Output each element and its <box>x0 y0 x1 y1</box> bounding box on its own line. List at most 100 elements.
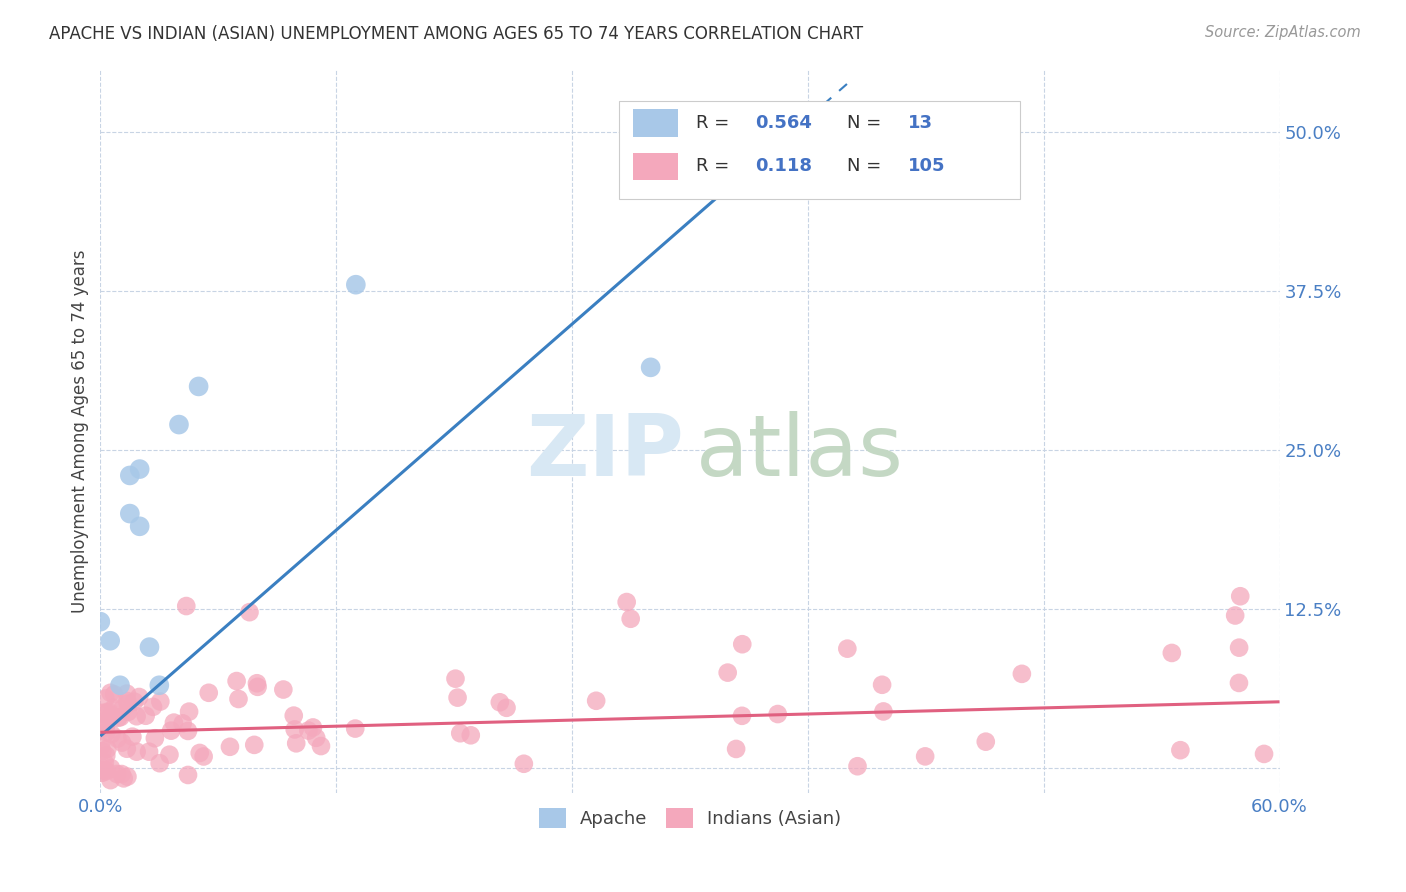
Point <box>620 612 643 626</box>
Point <box>89 615 111 629</box>
Point <box>124 695 146 709</box>
Point <box>128 690 150 704</box>
Point <box>1227 676 1250 690</box>
Point <box>1170 743 1192 757</box>
Text: Source: ZipAtlas.com: Source: ZipAtlas.com <box>1205 25 1361 40</box>
Point <box>149 695 172 709</box>
Point <box>246 676 269 690</box>
Point <box>93 763 115 777</box>
Point <box>273 682 295 697</box>
Point <box>344 722 367 736</box>
Point <box>110 710 132 724</box>
Point <box>107 711 129 725</box>
Point <box>128 462 150 476</box>
Point <box>160 723 183 738</box>
Point <box>128 519 150 533</box>
Point <box>112 772 135 786</box>
Point <box>100 761 122 775</box>
Point <box>1229 589 1251 603</box>
Point <box>193 749 215 764</box>
Point <box>100 773 122 788</box>
Text: atlas: atlas <box>696 411 904 494</box>
Point <box>149 756 172 771</box>
Text: R =: R = <box>696 114 735 132</box>
Point <box>90 739 112 753</box>
Point <box>118 468 141 483</box>
Point <box>105 767 128 781</box>
Point <box>111 735 134 749</box>
Text: 0.118: 0.118 <box>755 157 811 176</box>
Point <box>125 745 148 759</box>
Point <box>344 277 367 292</box>
Point <box>283 708 305 723</box>
Point <box>1227 640 1250 655</box>
Point <box>870 678 893 692</box>
Point <box>107 731 129 746</box>
Point <box>449 726 471 740</box>
Point <box>640 360 662 375</box>
Point <box>731 637 754 651</box>
Point <box>117 705 139 719</box>
Text: 105: 105 <box>908 157 946 176</box>
FancyBboxPatch shape <box>633 153 678 180</box>
Point <box>1253 747 1275 761</box>
Point <box>228 692 250 706</box>
Point <box>96 764 118 778</box>
Y-axis label: Unemployment Among Ages 65 to 74 years: Unemployment Among Ages 65 to 74 years <box>72 249 89 613</box>
Point <box>172 716 194 731</box>
Point <box>96 748 118 763</box>
Point <box>90 706 112 720</box>
Point <box>91 765 114 780</box>
Text: N =: N = <box>846 114 887 132</box>
Point <box>163 715 186 730</box>
Point <box>96 705 118 719</box>
Point <box>117 694 139 708</box>
Point <box>121 730 143 744</box>
Text: R =: R = <box>696 157 741 176</box>
Point <box>94 756 117 770</box>
Point <box>138 640 160 654</box>
Point <box>717 665 740 680</box>
Point <box>111 767 134 781</box>
Point <box>585 694 607 708</box>
Point <box>766 706 789 721</box>
Point <box>225 674 247 689</box>
Point <box>285 736 308 750</box>
Point <box>103 687 125 701</box>
Point <box>148 678 170 692</box>
Point <box>94 720 117 734</box>
Point <box>100 727 122 741</box>
Point <box>460 728 482 742</box>
Point <box>100 686 122 700</box>
Point <box>103 701 125 715</box>
Point <box>94 718 117 732</box>
Text: APACHE VS INDIAN (ASIAN) UNEMPLOYMENT AMONG AGES 65 TO 74 YEARS CORRELATION CHAR: APACHE VS INDIAN (ASIAN) UNEMPLOYMENT AM… <box>49 25 863 43</box>
Point <box>91 744 114 758</box>
Point <box>872 705 894 719</box>
Point <box>974 734 997 748</box>
Point <box>446 690 468 705</box>
Point <box>115 687 138 701</box>
Point <box>513 756 536 771</box>
Point <box>188 746 211 760</box>
Point <box>309 739 332 753</box>
Point <box>488 695 510 709</box>
Point <box>284 723 307 737</box>
Text: 13: 13 <box>908 114 934 132</box>
Point <box>98 633 121 648</box>
Point <box>90 764 112 778</box>
FancyBboxPatch shape <box>633 109 678 136</box>
Point <box>111 702 134 716</box>
Point <box>108 678 131 692</box>
Point <box>118 507 141 521</box>
Point <box>177 723 200 738</box>
Point <box>495 701 517 715</box>
Point <box>1160 646 1182 660</box>
Point <box>616 595 638 609</box>
Point <box>125 709 148 723</box>
Point <box>96 742 118 756</box>
Point <box>238 605 260 619</box>
Point <box>117 770 139 784</box>
Point <box>177 705 200 719</box>
Point <box>174 599 197 613</box>
